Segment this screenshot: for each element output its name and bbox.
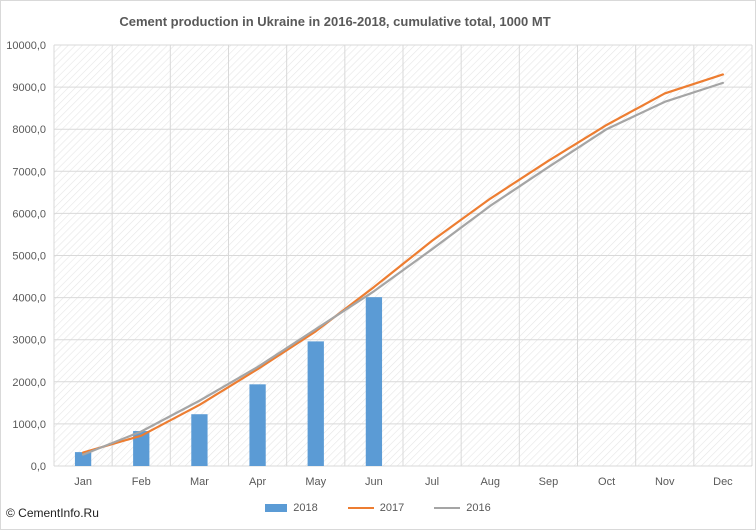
legend-label: 2016 [466,502,491,514]
x-tick-label: Nov [655,476,675,488]
legend-item-2018: 2018 [265,502,318,514]
y-tick-label: 8000,0 [12,124,46,136]
legend-label: 2018 [293,502,318,514]
y-tick-label: 7000,0 [12,166,46,178]
bar-2018-may [307,341,324,466]
x-tick-label: Jan [74,476,92,488]
x-tick-label: Mar [190,476,209,488]
x-tick-label: Jul [425,476,439,488]
bar-2018-mar [191,414,208,466]
y-tick-label: 6000,0 [12,208,46,220]
line-series-2017 [81,73,725,454]
y-tick-label: 4000,0 [12,293,46,305]
x-tick-label: Apr [249,476,266,488]
chart-title: Cement production in Ukraine in 2016-201… [119,14,551,29]
x-tick-label: Aug [480,476,500,488]
legend-swatch [434,507,461,509]
y-tick-label: 0,0 [31,461,46,473]
y-tick-label: 9000,0 [12,82,46,94]
legend-item-2016: 2016 [434,502,491,514]
x-tick-label: May [305,476,326,488]
x-tick-label: Feb [132,476,151,488]
bar-2018-feb [133,431,150,466]
x-tick-label: Sep [539,476,559,488]
bar-2018-jan [74,452,92,466]
chart-svg: 0,0 1000,0 2000,0 3000,0 4000,0 5000,0 6000,0 7… [6,40,753,488]
x-tick-label: Jun [365,476,383,488]
legend: 2018 2017 2016 [0,502,756,514]
bar-2018-jun [365,297,383,466]
legend-swatch [265,504,288,512]
copyright-text: © CementInfo.Ru [6,506,99,520]
x-tick-label: Dec [713,476,733,488]
x-tick-label: Oct [598,476,615,488]
legend-item-2017: 2017 [347,502,405,514]
y-tick-label: 5000,0 [12,251,46,263]
y-tick-label: 2000,0 [12,377,46,389]
line-series-2016 [81,81,725,456]
bar-2018-apr [249,384,266,466]
y-tick-label: 10000,0 [6,40,46,52]
y-tick-label: 3000,0 [12,335,46,347]
legend-label: 2017 [379,502,405,514]
legend-swatch [347,507,374,509]
y-tick-label: 1000,0 [12,419,46,431]
